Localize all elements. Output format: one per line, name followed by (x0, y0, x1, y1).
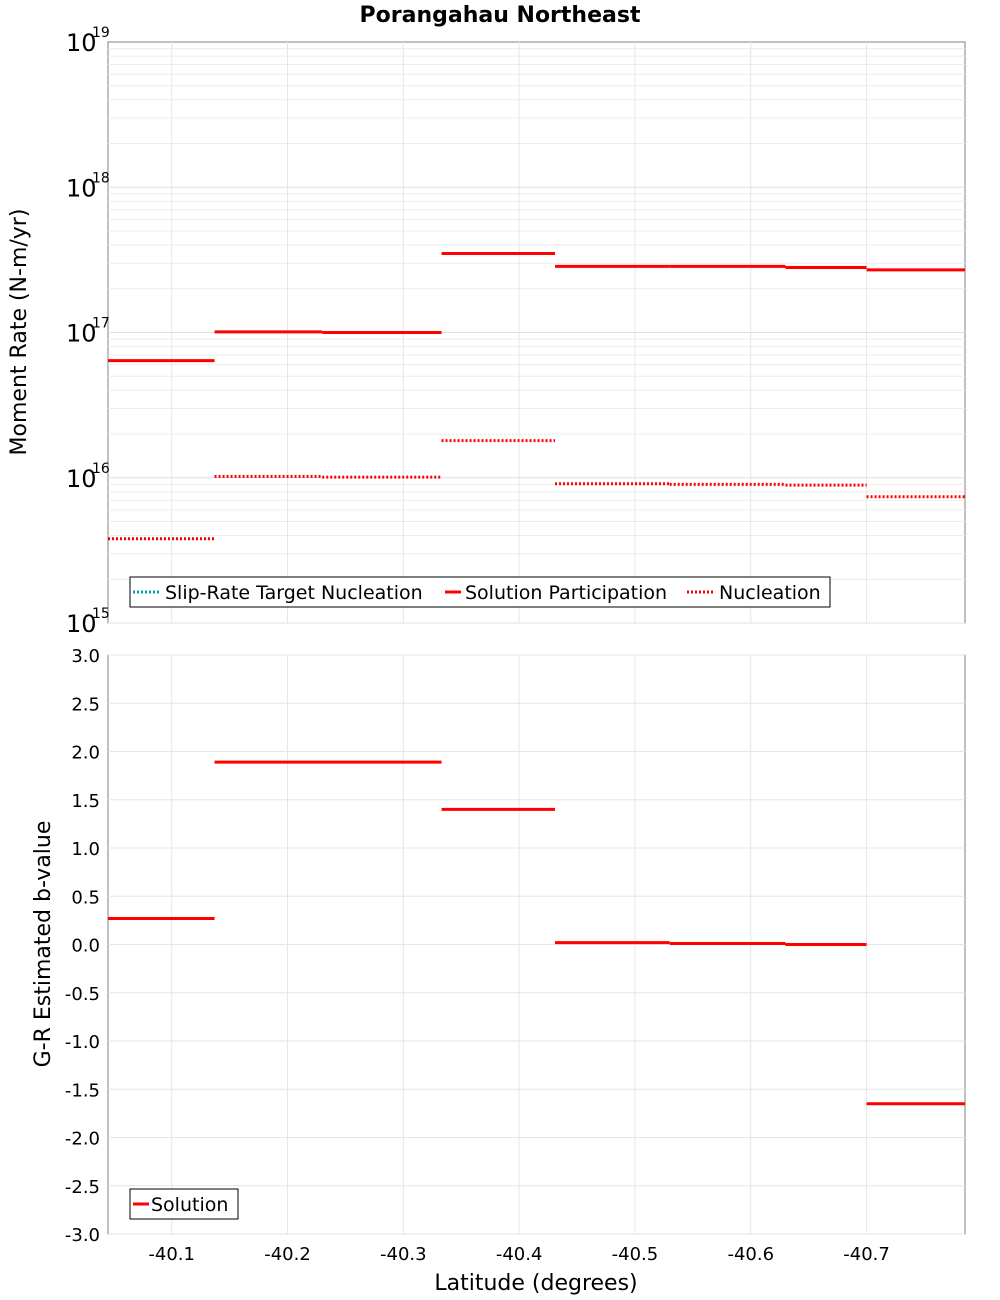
y-tick-label-exponent: 19 (92, 25, 110, 41)
y-tick-label: -0.5 (65, 984, 100, 1005)
y-tick-label-exponent: 15 (92, 606, 110, 622)
x-tick-label: -40.5 (612, 1244, 659, 1265)
y-tick-label-base: 10 (66, 610, 97, 638)
b-value-y-axis-label: G-R Estimated b-value (31, 821, 56, 1068)
y-tick-label-base: 10 (66, 174, 97, 202)
y-tick-label: -1.5 (65, 1080, 100, 1101)
b-value-y-ticks: 3.0 2.5 2.0 1.5 1.0 0.5 0.0 -0.5 -1.0 -1.5 -2.0 -2.… (65, 646, 100, 1246)
x-tick-label: -40.1 (148, 1244, 195, 1265)
y-tick-label: 1.0 (71, 839, 100, 860)
y-tick-label: -1.0 (65, 1032, 100, 1053)
moment-rate-legend: Slip-Rate Target Nucleation Solution Par… (129, 576, 831, 608)
y-tick-label-base: 10 (66, 465, 97, 493)
x-tick-label: -40.7 (843, 1244, 890, 1265)
y-tick-label: -2.0 (65, 1129, 100, 1150)
y-tick-label: 0.5 (71, 887, 100, 908)
moment-rate-legend-box (129, 576, 831, 608)
x-tick-label: -40.2 (264, 1244, 311, 1265)
y-tick-label: 2.0 (71, 743, 100, 764)
series-nucleation (108, 439, 965, 541)
legend-label-solution: Solution (151, 1194, 228, 1216)
b-value-panel: 3.0 2.5 2.0 1.5 1.0 0.5 0.0 -0.5 -1.0 -1.5 -2.0 -2.… (31, 646, 966, 1296)
latitude-x-axis-label: Latitude (degrees) (434, 1271, 637, 1296)
y-tick-label-base: 10 (66, 320, 97, 348)
chart-title: Porangahau Northeast (360, 3, 641, 28)
latitude-x-ticks: -40.1 -40.2 -40.3 -40.4 -40.5 -40.6 -40.7 (148, 1244, 889, 1265)
x-tick-label: -40.6 (727, 1244, 774, 1265)
legend-label-solution-participation: Solution Participation (465, 582, 667, 604)
b-value-legend: Solution (129, 1188, 239, 1220)
x-tick-label: -40.3 (380, 1244, 427, 1265)
y-tick-label: 0.0 (71, 936, 100, 957)
series-solution (108, 760, 965, 1106)
x-tick-label: -40.4 (496, 1244, 543, 1265)
y-tick-label: 1.5 (71, 791, 100, 812)
y-tick-label-exponent: 18 (92, 170, 110, 186)
moment-rate-y-axis-label: Moment Rate (N-m/yr) (7, 209, 32, 456)
y-tick-label: 3.0 (71, 646, 100, 667)
y-tick-label: -2.5 (65, 1177, 100, 1198)
y-tick-label: -3.0 (65, 1225, 100, 1246)
legend-label-nucleation: Nucleation (719, 582, 821, 604)
moment-rate-series (108, 251, 965, 541)
legend-label-slip-rate: Slip-Rate Target Nucleation (165, 582, 423, 604)
series-solution-participation (108, 251, 965, 363)
y-tick-label-exponent: 16 (92, 461, 110, 477)
y-tick-label-exponent: 17 (92, 316, 110, 332)
y-tick-label: 2.5 (71, 694, 100, 715)
y-tick-label-base: 10 (66, 29, 97, 57)
b-value-series (108, 760, 965, 1106)
